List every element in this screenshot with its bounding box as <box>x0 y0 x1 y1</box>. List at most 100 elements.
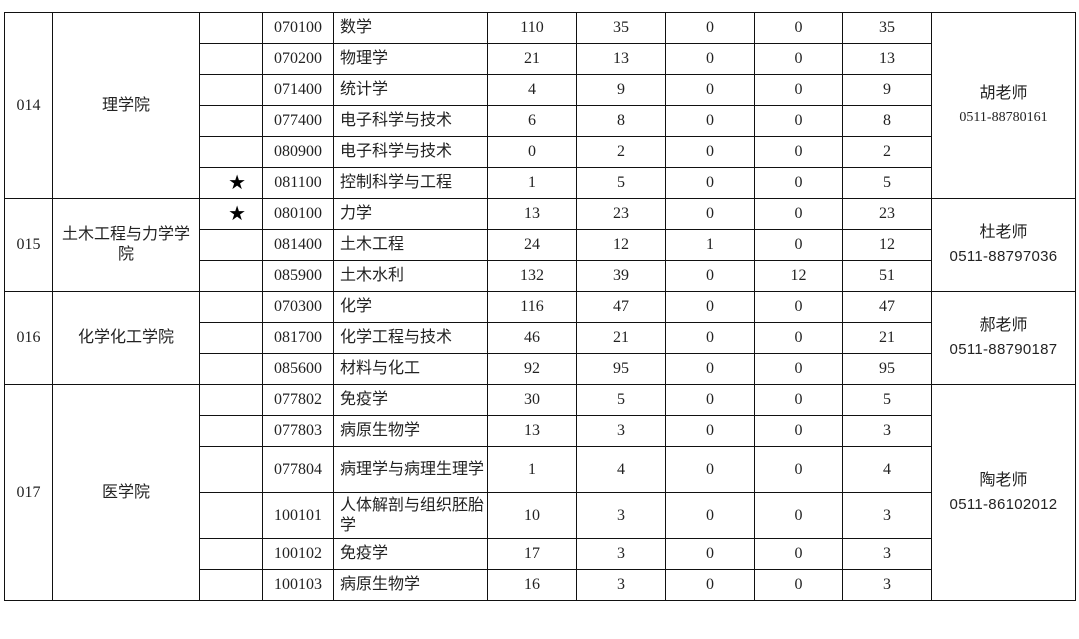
college-name: 化学化工学院 <box>52 291 200 385</box>
value-cell: 3 <box>842 569 932 601</box>
major-code: 077400 <box>262 105 334 137</box>
table-row: 100102 免疫学 17 3 0 0 3 <box>5 538 1076 570</box>
value-cell: 0 <box>665 415 755 447</box>
key-discipline-star <box>199 415 263 447</box>
value-cell: 0 <box>754 446 843 493</box>
college-name: 土木工程与力学学院 <box>52 198 200 292</box>
value-cell: 0 <box>754 136 843 168</box>
major-code: 071400 <box>262 74 334 106</box>
table-row: 071400 统计学 4 9 0 0 9 <box>5 74 1076 106</box>
key-discipline-star: ★ <box>199 198 263 230</box>
value-cell: 35 <box>576 12 666 44</box>
value-cell: 0 <box>754 12 843 44</box>
value-cell: 110 <box>487 12 577 44</box>
value-cell: 0 <box>754 415 843 447</box>
value-cell: 0 <box>754 353 843 385</box>
value-cell: 47 <box>576 291 666 323</box>
key-discipline-star <box>199 492 263 539</box>
major-name: 化学 <box>333 291 488 323</box>
contact-name: 胡老师 <box>979 84 1028 102</box>
major-code: 077804 <box>262 446 334 493</box>
key-discipline-star <box>199 446 263 493</box>
value-cell: 0 <box>665 291 755 323</box>
value-cell: 1 <box>665 229 755 261</box>
major-name: 物理学 <box>333 43 488 75</box>
value-cell: 12 <box>842 229 932 261</box>
value-cell: 95 <box>842 353 932 385</box>
value-cell: 95 <box>576 353 666 385</box>
major-code: 081700 <box>262 322 334 354</box>
major-code: 085600 <box>262 353 334 385</box>
value-cell: 0 <box>665 167 755 199</box>
major-name: 人体解剖与组织胚胎学 <box>333 492 488 539</box>
major-code: 080900 <box>262 136 334 168</box>
value-cell: 24 <box>487 229 577 261</box>
value-cell: 4 <box>576 446 666 493</box>
key-discipline-star <box>199 353 263 385</box>
value-cell: 23 <box>842 198 932 230</box>
value-cell: 0 <box>665 538 755 570</box>
value-cell: 2 <box>576 136 666 168</box>
value-cell: 0 <box>754 43 843 75</box>
major-code: 100102 <box>262 538 334 570</box>
value-cell: 0 <box>665 12 755 44</box>
major-name: 病原生物学 <box>333 569 488 601</box>
contact-phone: 0511-86102012 <box>949 495 1058 513</box>
major-name: 控制科学与工程 <box>333 167 488 199</box>
value-cell: 3 <box>842 415 932 447</box>
key-discipline-star <box>199 291 263 323</box>
value-cell: 3 <box>576 415 666 447</box>
key-discipline-star <box>199 322 263 354</box>
value-cell: 1 <box>487 167 577 199</box>
value-cell: 0 <box>487 136 577 168</box>
value-cell: 3 <box>576 538 666 570</box>
value-cell: 21 <box>842 322 932 354</box>
contact-name: 杜老师 <box>979 224 1028 241</box>
major-name: 力学 <box>333 198 488 230</box>
value-cell: 4 <box>842 446 932 493</box>
value-cell: 35 <box>842 12 932 44</box>
table-row: 080900 电子科学与技术 0 2 0 0 2 <box>5 136 1076 168</box>
value-cell: 13 <box>576 43 666 75</box>
key-discipline-star <box>199 384 263 416</box>
value-cell: 0 <box>665 74 755 106</box>
table-row: 077804 病理学与病理生理学 1 4 0 0 4 <box>5 446 1076 493</box>
value-cell: 92 <box>487 353 577 385</box>
contact-phone: 0511-88780161 <box>959 109 1048 125</box>
key-discipline-star <box>199 43 263 75</box>
contact-cell: 陶老师 0511-86102012 <box>931 384 1076 601</box>
value-cell: 21 <box>576 322 666 354</box>
major-code: 077803 <box>262 415 334 447</box>
value-cell: 16 <box>487 569 577 601</box>
table-row: 100101 人体解剖与组织胚胎学 10 3 0 0 3 <box>5 492 1076 539</box>
value-cell: 5 <box>576 384 666 416</box>
college-code: 016 <box>4 291 53 385</box>
value-cell: 0 <box>754 384 843 416</box>
value-cell: 5 <box>576 167 666 199</box>
value-cell: 0 <box>754 291 843 323</box>
college-name: 理学院 <box>52 12 200 199</box>
major-name: 土木工程 <box>333 229 488 261</box>
major-name: 化学工程与技术 <box>333 322 488 354</box>
value-cell: 1 <box>487 446 577 493</box>
contact-phone: 0511-88797036 <box>949 248 1058 265</box>
table-row: 017 医学院 077802 免疫学 30 5 0 0 5 陶老师 0511-86102012 <box>4 384 1076 601</box>
college-code: 014 <box>4 12 53 199</box>
enrollment-table: 014 理学院 070100 数学 110 35 0 0 35 胡老师 0511-88780161 0… <box>4 12 1076 601</box>
value-cell: 5 <box>842 384 932 416</box>
value-cell: 0 <box>754 538 843 570</box>
value-cell: 0 <box>665 384 755 416</box>
table-row: 085900 土木水利 132 39 0 12 51 <box>5 260 1076 292</box>
major-name: 免疫学 <box>333 384 488 416</box>
value-cell: 51 <box>842 260 932 292</box>
major-name: 数学 <box>333 12 488 44</box>
value-cell: 3 <box>842 492 932 539</box>
value-cell: 21 <box>487 43 577 75</box>
major-code: 070300 <box>262 291 334 323</box>
key-discipline-star <box>199 538 263 570</box>
major-name: 土木水利 <box>333 260 488 292</box>
major-name: 病理学与病理生理学 <box>333 446 488 493</box>
value-cell: 0 <box>754 569 843 601</box>
value-cell: 0 <box>665 353 755 385</box>
value-cell: 0 <box>665 492 755 539</box>
